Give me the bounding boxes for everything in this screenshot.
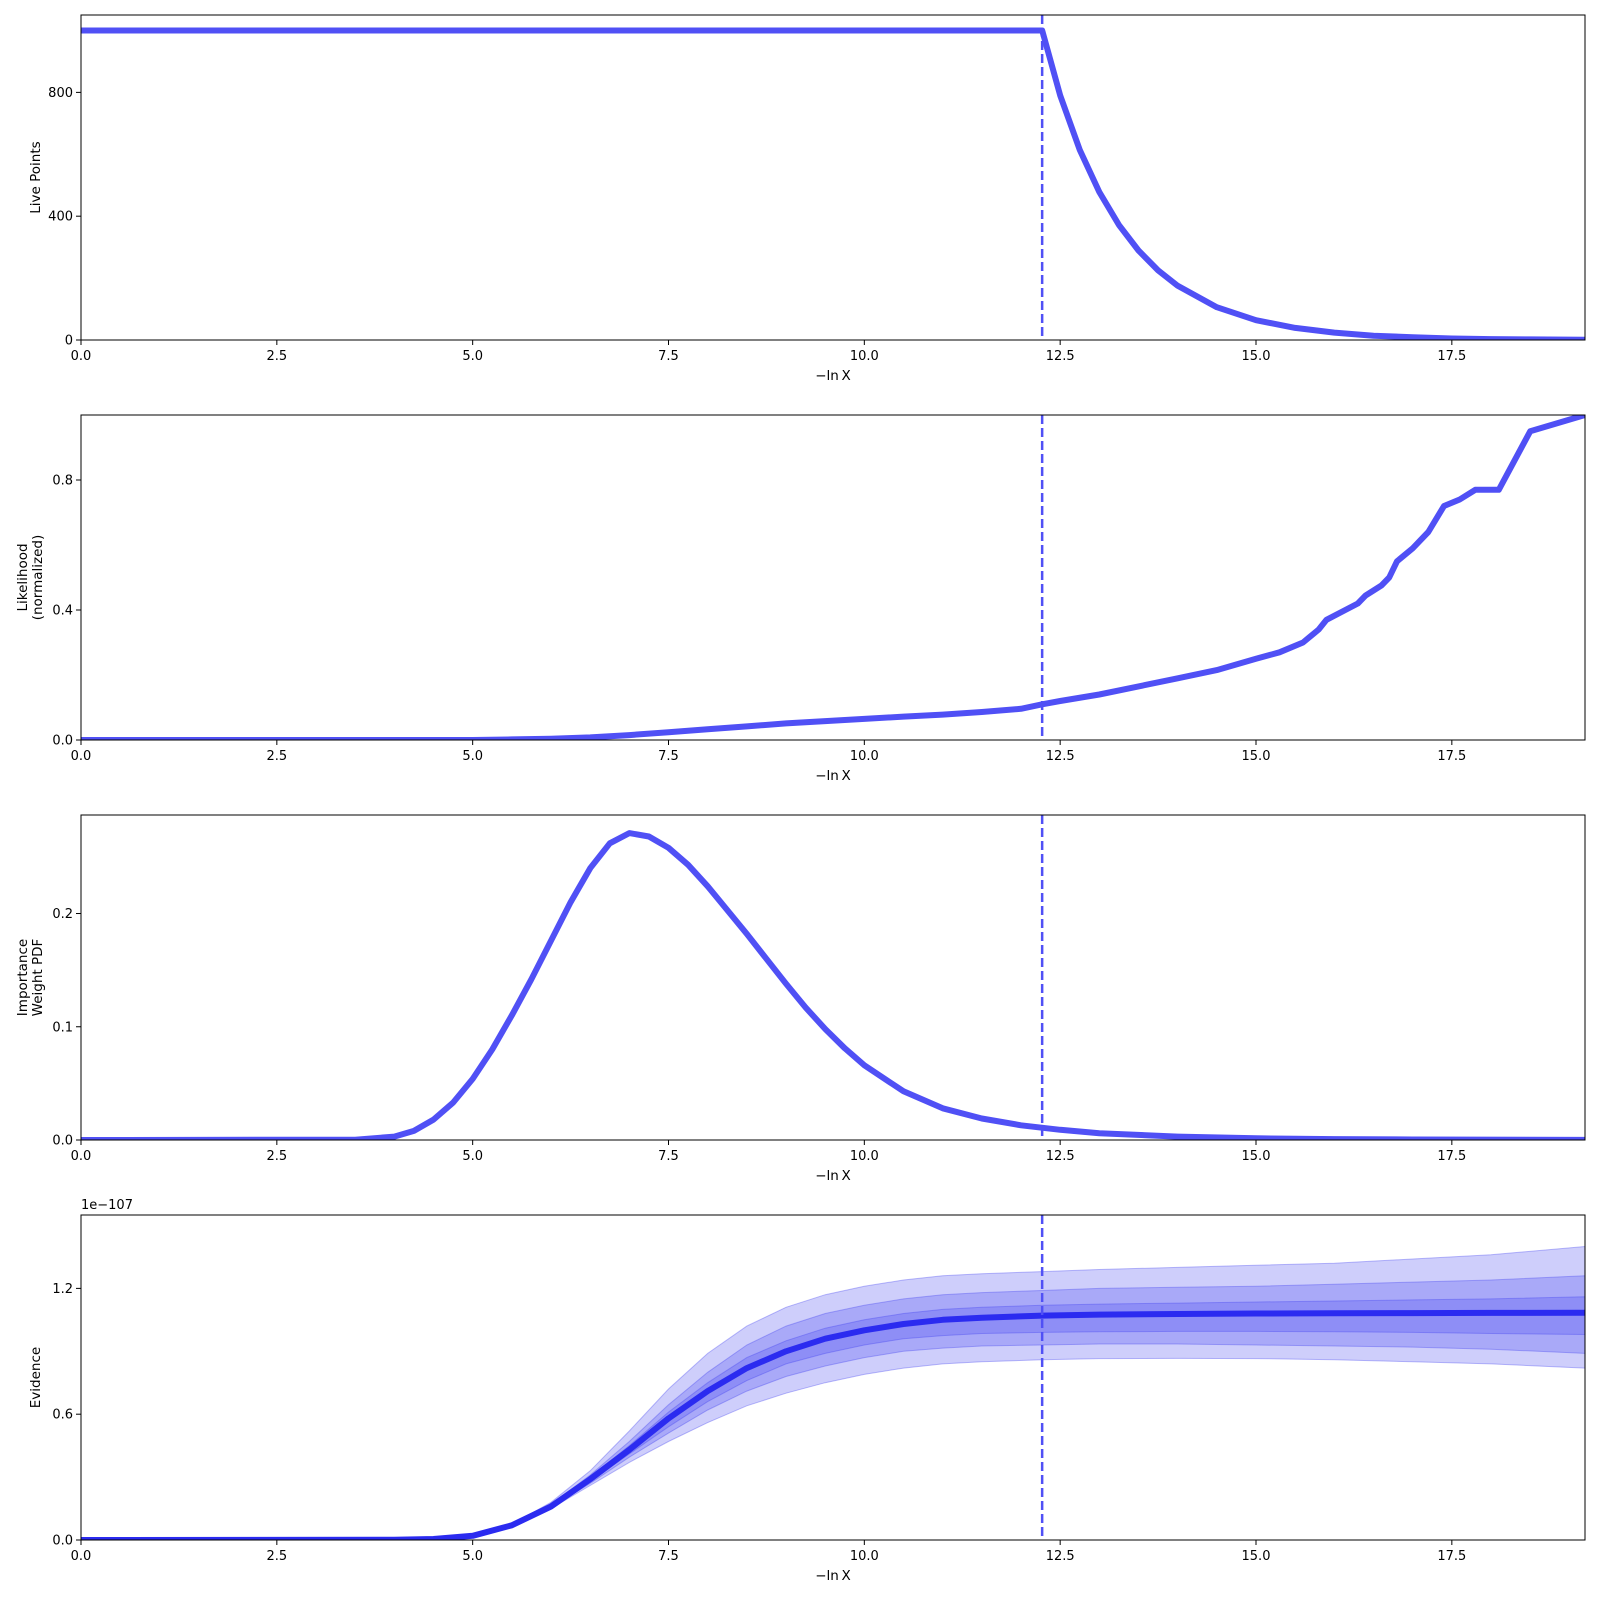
x-tick-label: 15.0 <box>1242 1149 1271 1164</box>
y-tick-label: 0.1 <box>52 1020 73 1035</box>
evidence-band-1 <box>81 1245 1585 1540</box>
plot-area <box>81 415 1585 740</box>
plot-area <box>81 1245 1585 1540</box>
x-tick-label: 0.0 <box>71 749 92 764</box>
x-tick-label: 7.5 <box>658 749 679 764</box>
x-tick-label: 2.5 <box>266 1549 287 1564</box>
x-axis-label: −ln X <box>815 1568 851 1584</box>
x-tick-label: 0.0 <box>71 349 92 364</box>
x-tick-label: 15.0 <box>1242 1549 1271 1564</box>
x-tick-label: 12.5 <box>1046 349 1075 364</box>
panel-2: 0.0 2.5 5.0 7.5 10.0 12.5 15.0 17.5 0.0 0.4 0.8 −ln… <box>15 414 1586 784</box>
evidence-band-3 <box>81 1296 1585 1540</box>
y-tick-label: 0.0 <box>52 1134 73 1149</box>
y-tick-label: 0.2 <box>52 907 73 922</box>
x-tick-label: 15.0 <box>1242 349 1271 364</box>
y-tick-label: 800 <box>48 86 73 101</box>
x-tick-label: 17.5 <box>1437 1549 1466 1564</box>
y-axis-label: Evidence <box>28 1347 44 1408</box>
y-tick-label: 0.6 <box>52 1408 73 1423</box>
panel-1: 0.0 2.5 5.0 7.5 10.0 12.5 15.0 17.5 0 400 800 −ln X… <box>28 14 1586 384</box>
y-tick-label: 0.4 <box>52 604 73 619</box>
series-line-1 <box>81 830 1585 1140</box>
plot-area <box>81 830 1585 1140</box>
x-tick-label: 10.0 <box>850 349 879 364</box>
y-tick-label: 400 <box>48 210 73 225</box>
axes-frame <box>80 14 1586 341</box>
y-axis-label: Likelihood <box>15 543 31 611</box>
y-axis-label: Importance <box>15 939 31 1016</box>
y-tick-label: 1.2 <box>52 1282 73 1297</box>
x-tick-label: 7.5 <box>658 1549 679 1564</box>
axes-frame <box>80 814 1586 1141</box>
evidence-median-line <box>81 1309 1585 1540</box>
plot-area <box>81 27 1585 340</box>
panel-3: 0.0 2.5 5.0 7.5 10.0 12.5 15.0 17.5 0.0 0.1 0.2 −ln… <box>15 814 1586 1184</box>
x-tick-label: 2.5 <box>266 349 287 364</box>
x-tick-label: 17.5 <box>1437 1149 1466 1164</box>
y-tick-label: 0.0 <box>52 734 73 749</box>
x-tick-label: 7.5 <box>658 349 679 364</box>
x-tick-label: 5.0 <box>462 1549 483 1564</box>
x-axis-label: −ln X <box>815 1168 851 1184</box>
x-tick-label: 17.5 <box>1437 349 1466 364</box>
x-tick-label: 15.0 <box>1242 749 1271 764</box>
x-tick-label: 2.5 <box>266 749 287 764</box>
y-tick-label: 0.0 <box>52 1534 73 1549</box>
x-tick-label: 0.0 <box>71 1149 92 1164</box>
evidence-band-2 <box>81 1275 1585 1540</box>
axes-frame <box>80 414 1586 741</box>
x-tick-label: 12.5 <box>1046 1549 1075 1564</box>
y-axis-label: Weight PDF <box>30 939 46 1017</box>
y-axis-label: (normalized) <box>30 535 46 621</box>
x-axis-label: −ln X <box>815 768 851 784</box>
x-tick-label: 10.0 <box>850 749 879 764</box>
y-offset-label: 1e−107 <box>81 1198 133 1213</box>
axes-frame <box>80 1214 1586 1541</box>
x-tick-label: 10.0 <box>850 1149 879 1164</box>
x-axis-label: −ln X <box>815 368 851 384</box>
y-axis-label: Live Points <box>28 141 44 213</box>
x-tick-label: 12.5 <box>1046 1149 1075 1164</box>
x-tick-label: 5.0 <box>462 749 483 764</box>
panel-4: 0.0 2.5 5.0 7.5 10.0 12.5 15.0 17.5 0.0 0.6 1.2 −ln… <box>28 1198 1586 1584</box>
x-tick-label: 0.0 <box>71 1549 92 1564</box>
x-tick-label: 2.5 <box>266 1149 287 1164</box>
y-tick-label: 0.8 <box>52 474 73 489</box>
series-line-1 <box>81 415 1585 740</box>
x-tick-label: 12.5 <box>1046 749 1075 764</box>
x-tick-label: 17.5 <box>1437 749 1466 764</box>
series-line-1 <box>81 27 1585 340</box>
x-tick-label: 10.0 <box>850 1549 879 1564</box>
x-tick-label: 5.0 <box>462 1149 483 1164</box>
x-tick-label: 7.5 <box>658 1149 679 1164</box>
x-tick-label: 5.0 <box>462 349 483 364</box>
y-tick-label: 0 <box>65 334 73 349</box>
